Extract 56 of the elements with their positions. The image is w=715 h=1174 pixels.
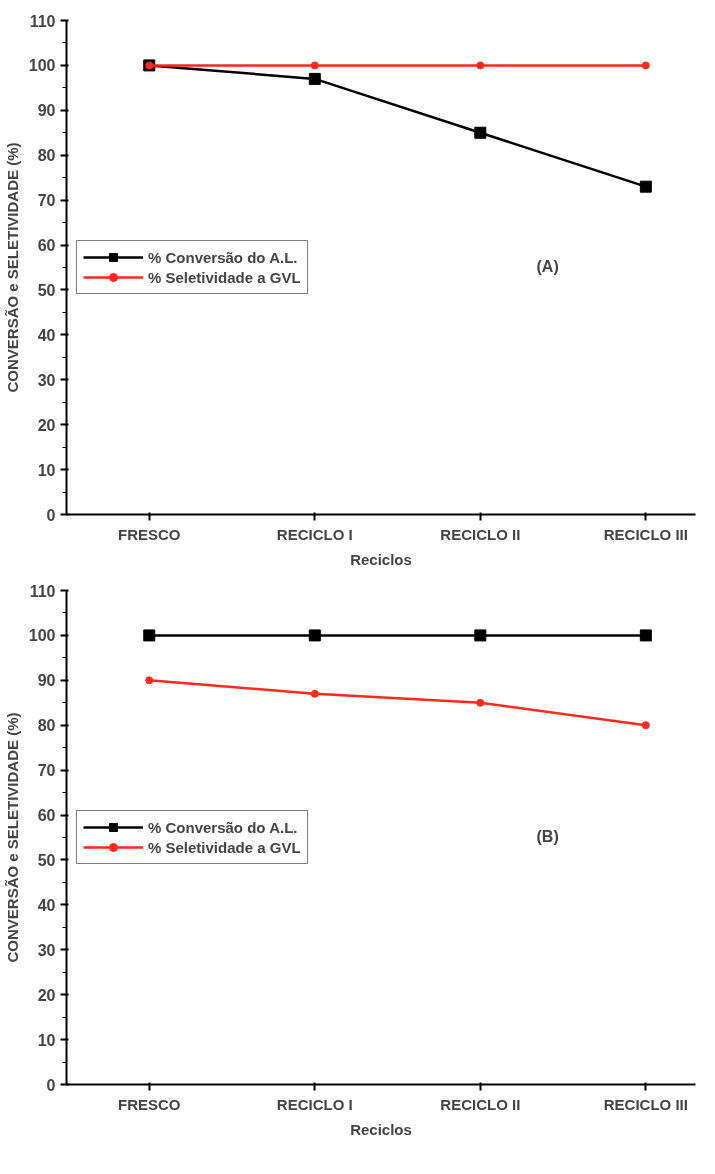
y-axis-title: CONVERSÃO e SELETIVIDADE (%): [3, 142, 21, 393]
legend-label: % Conversão do A.L.: [148, 248, 298, 266]
x-tick-label: RECICLO III: [603, 1095, 688, 1113]
x-tick-label: RECICLO I: [276, 1095, 353, 1113]
point: [310, 61, 319, 70]
point: [474, 629, 487, 642]
y-tick-label: 0: [46, 506, 56, 524]
y-tick-label: 100: [28, 627, 56, 645]
annotation: (A): [536, 257, 559, 275]
legend-label: % Seletividade a GVL: [148, 268, 301, 286]
y-tick-label: 70: [37, 762, 56, 780]
y-tick-label: 90: [37, 102, 56, 120]
y-tick-label: 40: [37, 326, 56, 344]
y-axis-title: CONVERSÃO e SELETIVIDADE (%): [3, 712, 21, 963]
x-tick-label: RECICLO III: [603, 525, 688, 543]
y-tick-label: 70: [37, 192, 56, 210]
point: [641, 61, 650, 70]
point: [476, 698, 485, 707]
annotation: (B): [536, 827, 559, 845]
y-tick-label: 40: [37, 896, 56, 914]
y-tick-label: 50: [37, 851, 56, 869]
y-tick-label: 10: [37, 461, 56, 479]
x-tick-label: FRESCO: [118, 525, 181, 543]
legend-label: % Conversão do A.L.: [148, 818, 298, 836]
y-tick-label: 30: [37, 371, 56, 389]
x-tick-label: FRESCO: [118, 1095, 181, 1113]
y-tick-label: 80: [37, 717, 56, 735]
y-tick-label: 110: [29, 12, 56, 30]
point: [145, 676, 154, 685]
point: [639, 180, 652, 193]
y-tick-label: 100: [28, 57, 56, 75]
point: [476, 61, 485, 70]
y-tick-label: 80: [37, 147, 56, 165]
y-tick-label: 110: [29, 582, 56, 600]
point: [143, 629, 156, 642]
y-tick-label: 90: [37, 672, 56, 690]
y-tick-label: 50: [37, 281, 56, 299]
y-tick-label: 20: [37, 986, 56, 1004]
point: [310, 689, 319, 698]
y-tick-label: 60: [37, 237, 56, 255]
y-tick-label: 60: [37, 807, 56, 825]
x-axis-title: Reciclos: [350, 1120, 412, 1138]
point: [474, 126, 487, 139]
y-tick-label: 0: [46, 1076, 56, 1094]
point: [639, 629, 652, 642]
legend-label: % Seletividade a GVL: [148, 838, 301, 856]
x-tick-label: RECICLO II: [440, 1095, 521, 1113]
point: [308, 629, 321, 642]
y-tick-label: 10: [37, 1031, 56, 1049]
x-tick-label: RECICLO I: [276, 525, 353, 543]
point: [308, 72, 321, 85]
x-tick-label: RECICLO II: [440, 525, 521, 543]
y-tick-label: 30: [37, 941, 56, 959]
x-axis-title: Reciclos: [350, 550, 412, 568]
y-tick-label: 20: [37, 416, 56, 434]
point: [641, 721, 650, 730]
